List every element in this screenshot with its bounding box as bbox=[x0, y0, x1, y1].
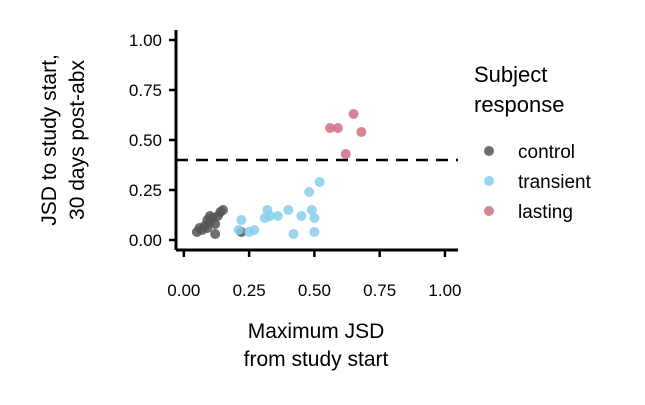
y-tick-label: 0.75 bbox=[129, 81, 162, 100]
point-control bbox=[218, 205, 228, 215]
point-lasting bbox=[356, 127, 367, 137]
legend-label-lasting: lasting bbox=[518, 202, 573, 223]
point-lasting bbox=[340, 149, 351, 159]
y-tick-label: 1.00 bbox=[129, 31, 162, 50]
x-tick-label: 0.25 bbox=[233, 281, 266, 300]
x-axis-title: from study start bbox=[244, 348, 389, 371]
point-lasting bbox=[325, 123, 336, 133]
point-transient bbox=[306, 205, 317, 215]
point-control bbox=[210, 219, 221, 229]
y-axis-title: JSD to study start, 30 days post-abx bbox=[38, 54, 89, 226]
legend-swatch-transient bbox=[484, 176, 494, 186]
point-transient bbox=[236, 215, 247, 225]
y-tick-label: 0.50 bbox=[129, 131, 162, 150]
legend-title: Subject bbox=[474, 62, 547, 87]
y-tick-label: 0.00 bbox=[129, 231, 162, 250]
x-tick-label: 1.00 bbox=[428, 281, 461, 300]
y-axis-title-line: JSD to study start, bbox=[38, 54, 61, 226]
legend-title: response bbox=[474, 92, 565, 117]
x-axis-title: Maximum JSD bbox=[248, 320, 385, 343]
x-tick-label: 0.75 bbox=[363, 281, 396, 300]
legend-label-control: control bbox=[518, 142, 575, 163]
point-control bbox=[210, 229, 221, 239]
point-control bbox=[194, 223, 205, 233]
point-transient bbox=[309, 227, 320, 237]
legend-label-transient: transient bbox=[518, 172, 592, 193]
plot-area bbox=[176, 109, 458, 239]
point-transient bbox=[233, 225, 244, 235]
y-tick-label: 0.25 bbox=[129, 181, 162, 200]
point-transient bbox=[272, 211, 283, 221]
point-transient bbox=[249, 225, 260, 235]
point-transient bbox=[304, 187, 315, 197]
point-transient bbox=[296, 211, 307, 221]
y-axis-title-line: 30 days post-abx bbox=[66, 60, 89, 220]
point-transient bbox=[309, 213, 320, 223]
point-transient bbox=[314, 177, 325, 187]
point-transient bbox=[288, 229, 299, 239]
point-transient bbox=[265, 211, 275, 221]
axes: 0.00 0.25 0.50 0.75 1.00 0.00 0.25 0.50 0.75 1.00… bbox=[38, 30, 461, 371]
legend: Subject response control transient lasting bbox=[474, 62, 592, 223]
point-lasting bbox=[332, 123, 343, 133]
legend-swatch-lasting bbox=[484, 206, 494, 216]
point-transient bbox=[283, 205, 294, 215]
x-tick-label: 0.00 bbox=[167, 281, 200, 300]
x-tick-label: 0.50 bbox=[298, 281, 331, 300]
point-lasting bbox=[348, 109, 359, 119]
point-control bbox=[202, 215, 213, 225]
legend-swatch-control bbox=[484, 146, 494, 156]
